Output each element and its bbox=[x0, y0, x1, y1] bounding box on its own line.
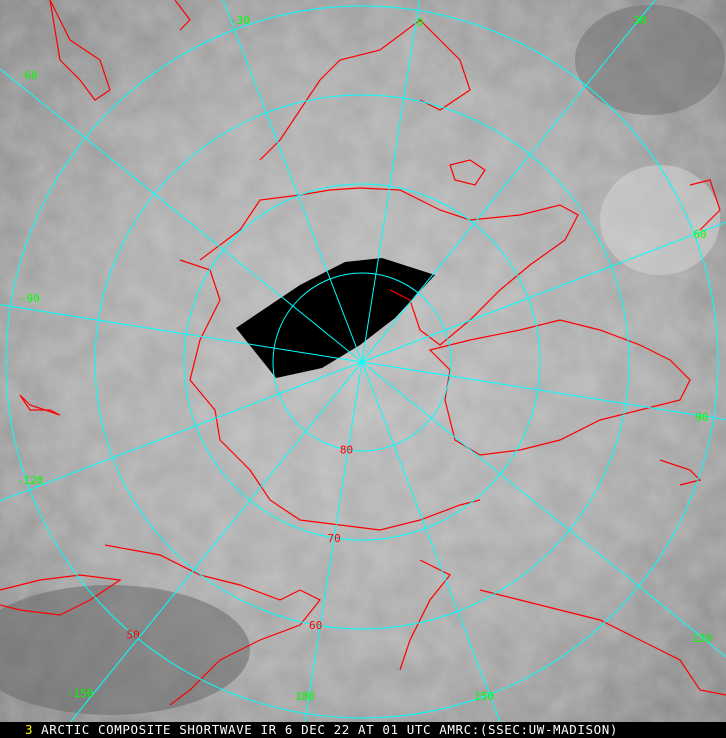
meridian-inner bbox=[329, 278, 363, 363]
longitude-label: 60 bbox=[693, 228, 706, 241]
meridian--60 bbox=[0, 68, 294, 307]
longitude-label: 180 bbox=[295, 690, 315, 703]
meridian--30 bbox=[222, 0, 331, 280]
meridian-inner bbox=[278, 361, 363, 395]
latitude-circle-60 bbox=[94, 94, 630, 630]
meridian-inner bbox=[361, 329, 446, 363]
meridian-inner bbox=[361, 292, 419, 363]
caption-text: ARCTIC COMPOSITE SHORTWAVE IR 6 DEC 22 A… bbox=[41, 722, 619, 737]
meridian-180 bbox=[304, 449, 349, 722]
latitude-label: 70 bbox=[328, 532, 341, 545]
meridian-90 bbox=[449, 375, 726, 421]
map-canvas: 80 70 60 50 0 30 60 90 120 150 180 -150 -120 -90 -60 -3… bbox=[0, 0, 726, 722]
latitude-circle-50 bbox=[5, 5, 719, 719]
bright-cloud bbox=[600, 165, 720, 275]
longitude-label: -90 bbox=[20, 292, 40, 305]
meridian--120 bbox=[0, 393, 280, 502]
coastlines bbox=[0, 0, 726, 706]
longitude-label: -150 bbox=[67, 687, 94, 700]
meridian-inner bbox=[292, 305, 363, 363]
longitude-label: 0 bbox=[417, 16, 424, 29]
graticule-labels: 80 70 60 50 0 30 60 90 120 150 180 -150 -120 -90 -60 -3… bbox=[17, 14, 712, 703]
meridian-150 bbox=[393, 444, 501, 722]
meridian--90 bbox=[0, 304, 275, 349]
graticule bbox=[0, 0, 726, 722]
meridian-30 bbox=[417, 0, 656, 294]
meridian-inner bbox=[361, 274, 377, 363]
latitude-circle-80 bbox=[272, 272, 452, 452]
no-data-wedge bbox=[236, 258, 435, 378]
meridian-inner bbox=[361, 361, 432, 419]
frame-number: 3 bbox=[25, 722, 34, 737]
longitude-label: -120 bbox=[17, 474, 44, 487]
dark-ocean-region bbox=[0, 585, 250, 715]
latitude-label: 60 bbox=[309, 619, 322, 632]
longitude-label: 120 bbox=[692, 632, 712, 645]
longitude-label: 30 bbox=[633, 14, 646, 27]
latitude-circle-70 bbox=[183, 183, 541, 541]
meridian-inner bbox=[361, 361, 450, 377]
longitude-label: 90 bbox=[695, 411, 708, 424]
longitude-label: -30 bbox=[230, 14, 250, 27]
meridian--150 bbox=[70, 430, 307, 722]
caption-bar: 3 ARCTIC COMPOSITE SHORTWAVE IR 6 DEC 22 … bbox=[0, 722, 726, 738]
longitude-label: -60 bbox=[18, 69, 38, 82]
latitude-label: 50 bbox=[127, 629, 140, 642]
meridian-120 bbox=[430, 417, 726, 658]
longitude-label: 150 bbox=[474, 690, 494, 703]
latitude-label: 80 bbox=[340, 444, 353, 457]
meridian-inner bbox=[347, 361, 363, 450]
meridian-0 bbox=[375, 0, 420, 275]
meridian-60 bbox=[444, 221, 726, 331]
dark-region bbox=[575, 5, 725, 115]
meridian-inner bbox=[361, 361, 395, 446]
meridian-inner bbox=[274, 347, 363, 363]
meridian-inner bbox=[305, 361, 363, 432]
